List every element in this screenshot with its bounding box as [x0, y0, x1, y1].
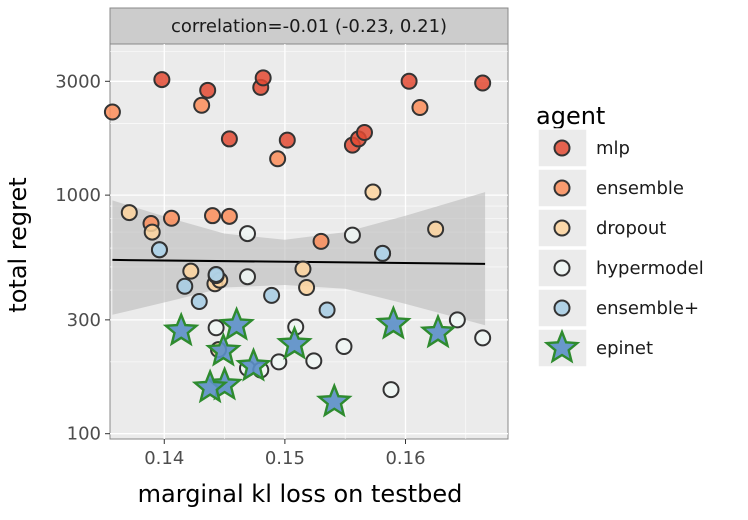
point-epinet [191, 368, 229, 404]
legend-marker-mlp [553, 139, 571, 157]
point-hypermodel [474, 329, 492, 347]
legend-label-ensemble: ensemble [596, 178, 684, 199]
point-mlp [355, 124, 373, 142]
point-hypermodel [448, 311, 466, 329]
point-ensemble-plus [176, 277, 194, 295]
legend-marker-epinet [543, 328, 581, 364]
legend-title: agent [536, 102, 605, 130]
legend-label-dropout: dropout [596, 218, 666, 239]
x-tick-label: 0.14 [144, 448, 184, 469]
legend-label-mlp: mlp [596, 138, 630, 159]
point-epinet [276, 325, 313, 360]
point-mlp [400, 72, 418, 90]
point-ensemble [103, 103, 121, 121]
point-ensemble [220, 207, 238, 225]
point-hypermodel [335, 337, 353, 355]
point-dropout [182, 262, 200, 280]
legend-label-hypermodel: hypermodel [596, 258, 704, 279]
facet-strip-title: correlation=-0.01 (-0.23, 0.21) [171, 16, 447, 37]
point-epinet [235, 346, 272, 382]
y-tick-label: 1000 [55, 185, 101, 206]
point-mlp [254, 69, 272, 87]
point-dropout [427, 220, 445, 238]
point-ensemble [193, 96, 211, 114]
point-ensemble-plus [263, 286, 281, 304]
point-ensemble [312, 232, 330, 250]
y-axis: 100 300 1000 3000 [55, 71, 110, 445]
point-ensemble-plus [190, 293, 208, 311]
point-mlp [153, 71, 171, 89]
point-epinet [162, 311, 200, 347]
y-tick-label: 100 [67, 424, 101, 445]
legend-marker-ensemble [553, 179, 571, 197]
point-dropout [120, 204, 138, 222]
point-mlp [278, 131, 296, 149]
point-ensemble-plus [374, 244, 392, 262]
y-tick-label: 300 [67, 310, 101, 331]
point-epinet [205, 331, 242, 367]
point-epinet [218, 305, 256, 341]
legend-marker-hypermodel [553, 259, 571, 277]
facet-strip [109, 7, 509, 45]
data-points [103, 69, 492, 418]
point-hypermodel [343, 226, 361, 244]
point-mlp [220, 130, 238, 148]
legend: agent mlp ensemble dropout hypermodel ensemb… [536, 102, 704, 368]
point-hypermodel [382, 381, 400, 399]
point-epinet [419, 313, 457, 349]
point-hypermodel [207, 319, 225, 337]
point-dropout [298, 278, 316, 296]
x-axis-label: marginal kl loss on testbed [138, 480, 463, 508]
point-ensemble [269, 150, 287, 168]
point-ensemble [411, 98, 429, 116]
point-ensemble [204, 207, 222, 225]
point-ensemble-plus [207, 265, 225, 283]
point-dropout [294, 260, 312, 278]
confidence-band [112, 192, 486, 326]
point-ensemble-plus [318, 301, 336, 319]
legend-marker-ensemble-plus [553, 299, 571, 317]
point-mlp [474, 74, 492, 92]
point-epinet [315, 382, 353, 418]
point-ensemble [163, 209, 181, 227]
y-axis-label: total regret [4, 177, 32, 312]
x-axis: 0.14 0.15 0.16 [144, 439, 426, 469]
point-epinet [375, 304, 412, 340]
point-ensemble-plus [150, 241, 168, 259]
point-mlp [199, 81, 217, 99]
legend-label-epinet: epinet [596, 338, 653, 359]
point-hypermodel [238, 268, 256, 286]
point-hypermodel [270, 353, 288, 371]
x-tick-label: 0.15 [265, 448, 305, 469]
point-dropout [143, 223, 161, 241]
legend-label-ensemble-plus: ensemble+ [596, 298, 699, 319]
point-hypermodel [305, 352, 323, 370]
point-dropout [364, 183, 382, 201]
legend-marker-dropout [553, 219, 571, 237]
point-hypermodel [238, 225, 256, 243]
y-tick-label: 3000 [55, 71, 101, 92]
x-tick-label: 0.16 [385, 448, 425, 469]
